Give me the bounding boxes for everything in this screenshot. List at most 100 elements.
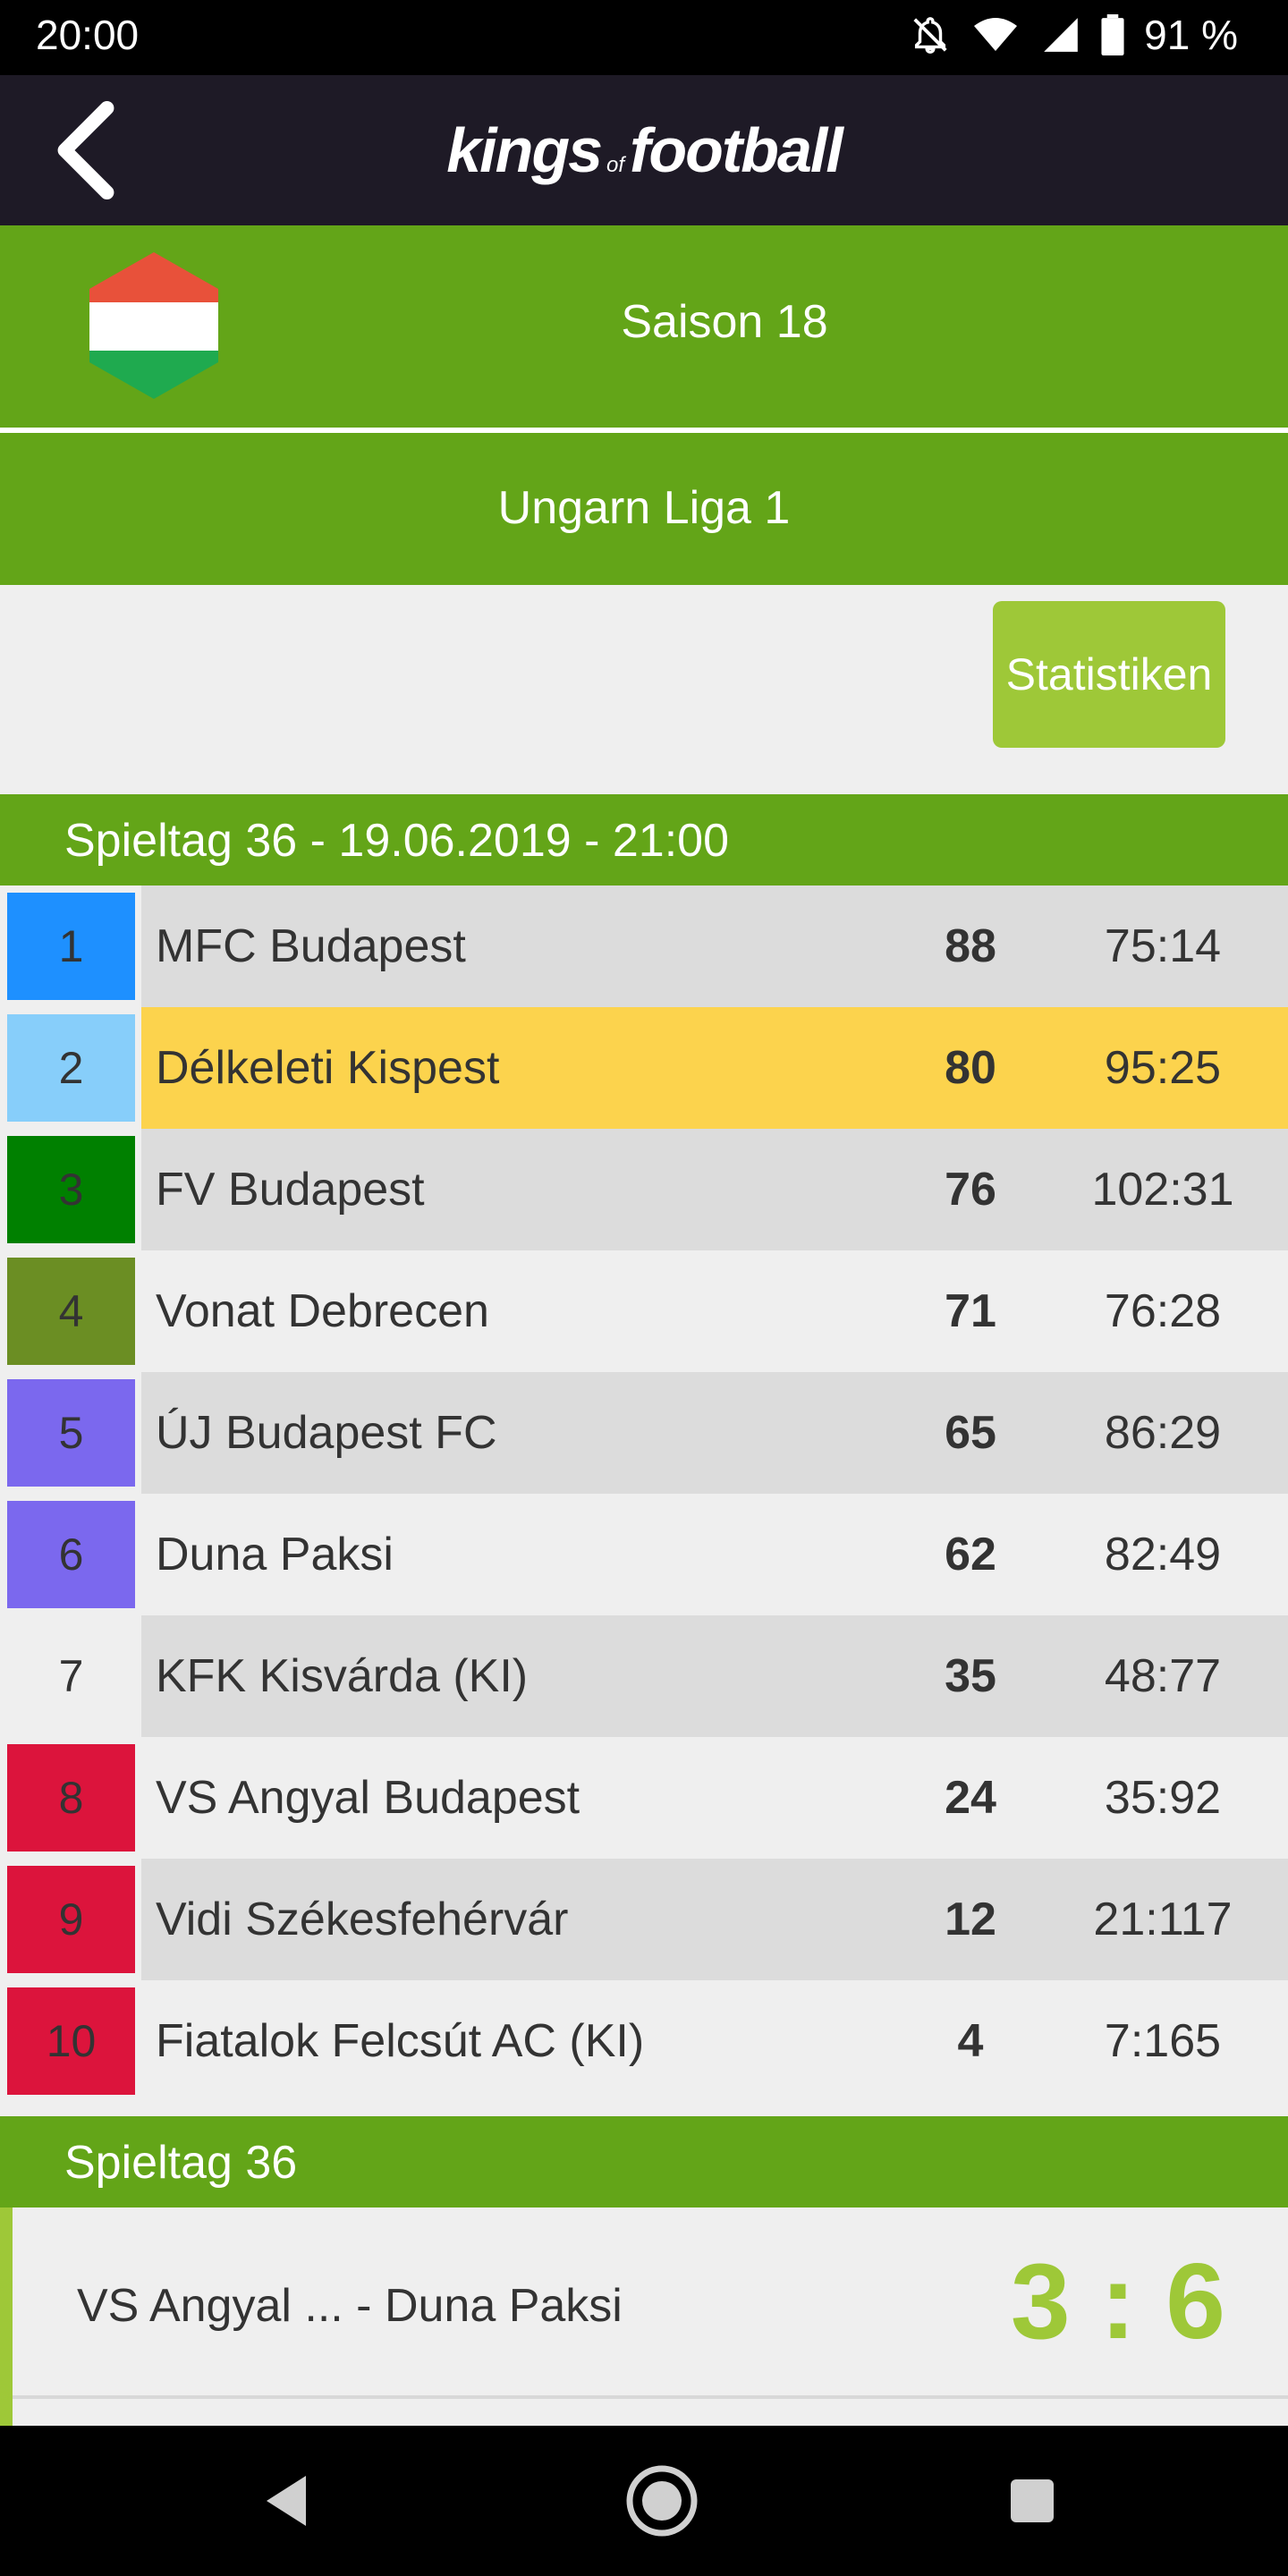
nav-back-button[interactable] [242, 2456, 331, 2546]
team-points: 76 [945, 1164, 996, 1216]
standings-table: 1 MFC Budapest 88 75:14 2 Délkeleti Kispest 80… [0, 886, 1288, 2116]
team-points: 62 [945, 1529, 996, 1580]
team-name: Duna Paksi [156, 1529, 394, 1580]
match-divider [13, 2395, 1288, 2399]
rank-cell: 5 [7, 1379, 135, 1487]
team-goals: 75:14 [1104, 920, 1222, 972]
league-bar[interactable]: Ungarn Liga 1 [0, 433, 1288, 585]
table-row[interactable]: 4 Vonat Debrecen 71 76:28 [0, 1250, 1288, 1372]
rank-cell: 10 [7, 1987, 135, 2095]
rank-cell: 6 [7, 1501, 135, 1608]
table-row[interactable]: 3 FV Budapest 76 102:31 [0, 1129, 1288, 1250]
rank-cell: 2 [7, 1014, 135, 1122]
match-score: 3 : 6 [1010, 2241, 1225, 2361]
match-accent-bar [0, 2207, 13, 2426]
table-row[interactable]: 9 Vidi Székesfehérvár 12 21:117 [0, 1859, 1288, 1980]
statistics-button[interactable]: Statistiken [993, 601, 1225, 748]
circle-home-icon [626, 2465, 698, 2537]
match-card[interactable]: VS Angyal ... - Duna Paksi 3 : 6 [0, 2207, 1288, 2426]
matchday-label: Spieltag 36 - 19.06.2019 - 21:00 [64, 815, 730, 867]
matchday-results-header: Spieltag 36 [0, 2116, 1288, 2207]
team-cell: ÚJ Budapest FC 65 86:29 [141, 1372, 1288, 1494]
team-cell: MFC Budapest 88 75:14 [141, 886, 1288, 1007]
team-points: 88 [945, 920, 996, 972]
rank-cell: 1 [7, 893, 135, 1000]
status-icons: 91 % [910, 11, 1238, 59]
team-goals: 95:25 [1104, 1042, 1222, 1094]
team-name: KFK Kisvárda (KI) [156, 1650, 529, 1702]
battery-percent: 91 % [1144, 12, 1238, 58]
team-cell: Vonat Debrecen 71 76:28 [141, 1250, 1288, 1372]
rank-cell: 9 [7, 1866, 135, 1973]
table-row[interactable]: 6 Duna Paksi 62 82:49 [0, 1494, 1288, 1615]
team-goals: 82:49 [1104, 1529, 1222, 1580]
league-label: Ungarn Liga 1 [497, 482, 791, 534]
status-bar: 20:00 91 % [0, 0, 1288, 75]
team-points: 65 [945, 1407, 996, 1459]
team-name: FV Budapest [156, 1164, 425, 1216]
team-name: Vidi Székesfehérvár [156, 1894, 569, 1945]
team-points: 35 [945, 1650, 996, 1702]
team-points: 80 [945, 1042, 996, 1094]
square-recents-icon [1011, 2479, 1054, 2522]
team-name: Vonat Debrecen [156, 1285, 489, 1337]
table-row[interactable]: 5 ÚJ Budapest FC 65 86:29 [0, 1372, 1288, 1494]
nav-home-button[interactable] [617, 2456, 707, 2546]
table-row[interactable]: 1 MFC Budapest 88 75:14 [0, 886, 1288, 1007]
rank-cell: 3 [7, 1136, 135, 1243]
team-points: 24 [945, 1772, 996, 1824]
team-name: ÚJ Budapest FC [156, 1407, 497, 1459]
team-name: VS Angyal Budapest [156, 1772, 580, 1824]
stats-area: Statistiken [0, 585, 1288, 794]
divider [0, 428, 1288, 433]
match-teams: VS Angyal ... - Duna Paksi [77, 2280, 623, 2332]
triangle-back-icon [267, 2476, 306, 2526]
signal-icon [1040, 14, 1081, 55]
team-goals: 21:117 [1093, 1894, 1233, 1945]
team-cell: VS Angyal Budapest 24 35:92 [141, 1737, 1288, 1859]
team-goals: 48:77 [1104, 1650, 1222, 1702]
table-row[interactable]: 2 Délkeleti Kispest 80 95:25 [0, 1007, 1288, 1129]
back-button[interactable] [32, 97, 140, 204]
season-label[interactable]: Saison 18 [621, 296, 828, 348]
wifi-icon [970, 14, 1021, 55]
nav-recents-button[interactable] [987, 2456, 1077, 2546]
notifications-off-icon [910, 14, 951, 55]
team-points: 71 [945, 1285, 996, 1337]
matchday-results-label: Spieltag 36 [64, 2137, 298, 2189]
team-points: 4 [957, 2015, 984, 2067]
team-goals: 102:31 [1091, 1164, 1234, 1216]
team-goals: 76:28 [1104, 1285, 1222, 1337]
hungary-flag-icon [89, 252, 218, 399]
battery-icon [1101, 14, 1124, 55]
season-bar: Saison 18 [0, 225, 1288, 428]
team-cell: Vidi Székesfehérvár 12 21:117 [141, 1859, 1288, 1980]
app-logo: kings offootball [0, 114, 1288, 186]
team-cell: Duna Paksi 62 82:49 [141, 1494, 1288, 1615]
team-name: Fiatalok Felcsút AC (KI) [156, 2015, 645, 2067]
team-cell: Fiatalok Felcsút AC (KI) 4 7:165 [141, 1980, 1288, 2102]
rank-cell: 8 [7, 1744, 135, 1852]
team-cell: FV Budapest 76 102:31 [141, 1129, 1288, 1250]
logo-of: of [606, 153, 625, 177]
team-cell: KFK Kisvárda (KI) 35 48:77 [141, 1615, 1288, 1737]
rank-cell: 7 [7, 1623, 135, 1730]
system-nav-bar [0, 2426, 1288, 2576]
team-goals: 7:165 [1104, 2015, 1222, 2067]
matchday-header: Spieltag 36 - 19.06.2019 - 21:00 [0, 794, 1288, 886]
team-goals: 35:92 [1104, 1772, 1222, 1824]
team-goals: 86:29 [1104, 1407, 1222, 1459]
chevron-left-icon [57, 101, 114, 199]
table-row[interactable]: 7 KFK Kisvárda (KI) 35 48:77 [0, 1615, 1288, 1737]
table-row[interactable]: 10 Fiatalok Felcsút AC (KI) 4 7:165 [0, 1980, 1288, 2102]
team-name: Délkeleti Kispest [156, 1042, 500, 1094]
table-row[interactable]: 8 VS Angyal Budapest 24 35:92 [0, 1737, 1288, 1859]
team-cell: Délkeleti Kispest 80 95:25 [141, 1007, 1288, 1129]
team-name: MFC Budapest [156, 920, 466, 972]
logo-kings: kings [446, 115, 603, 185]
logo-football: football [630, 115, 843, 185]
status-time: 20:00 [36, 12, 140, 58]
team-points: 12 [945, 1894, 996, 1945]
app-header: kings offootball [0, 75, 1288, 225]
rank-cell: 4 [7, 1258, 135, 1365]
